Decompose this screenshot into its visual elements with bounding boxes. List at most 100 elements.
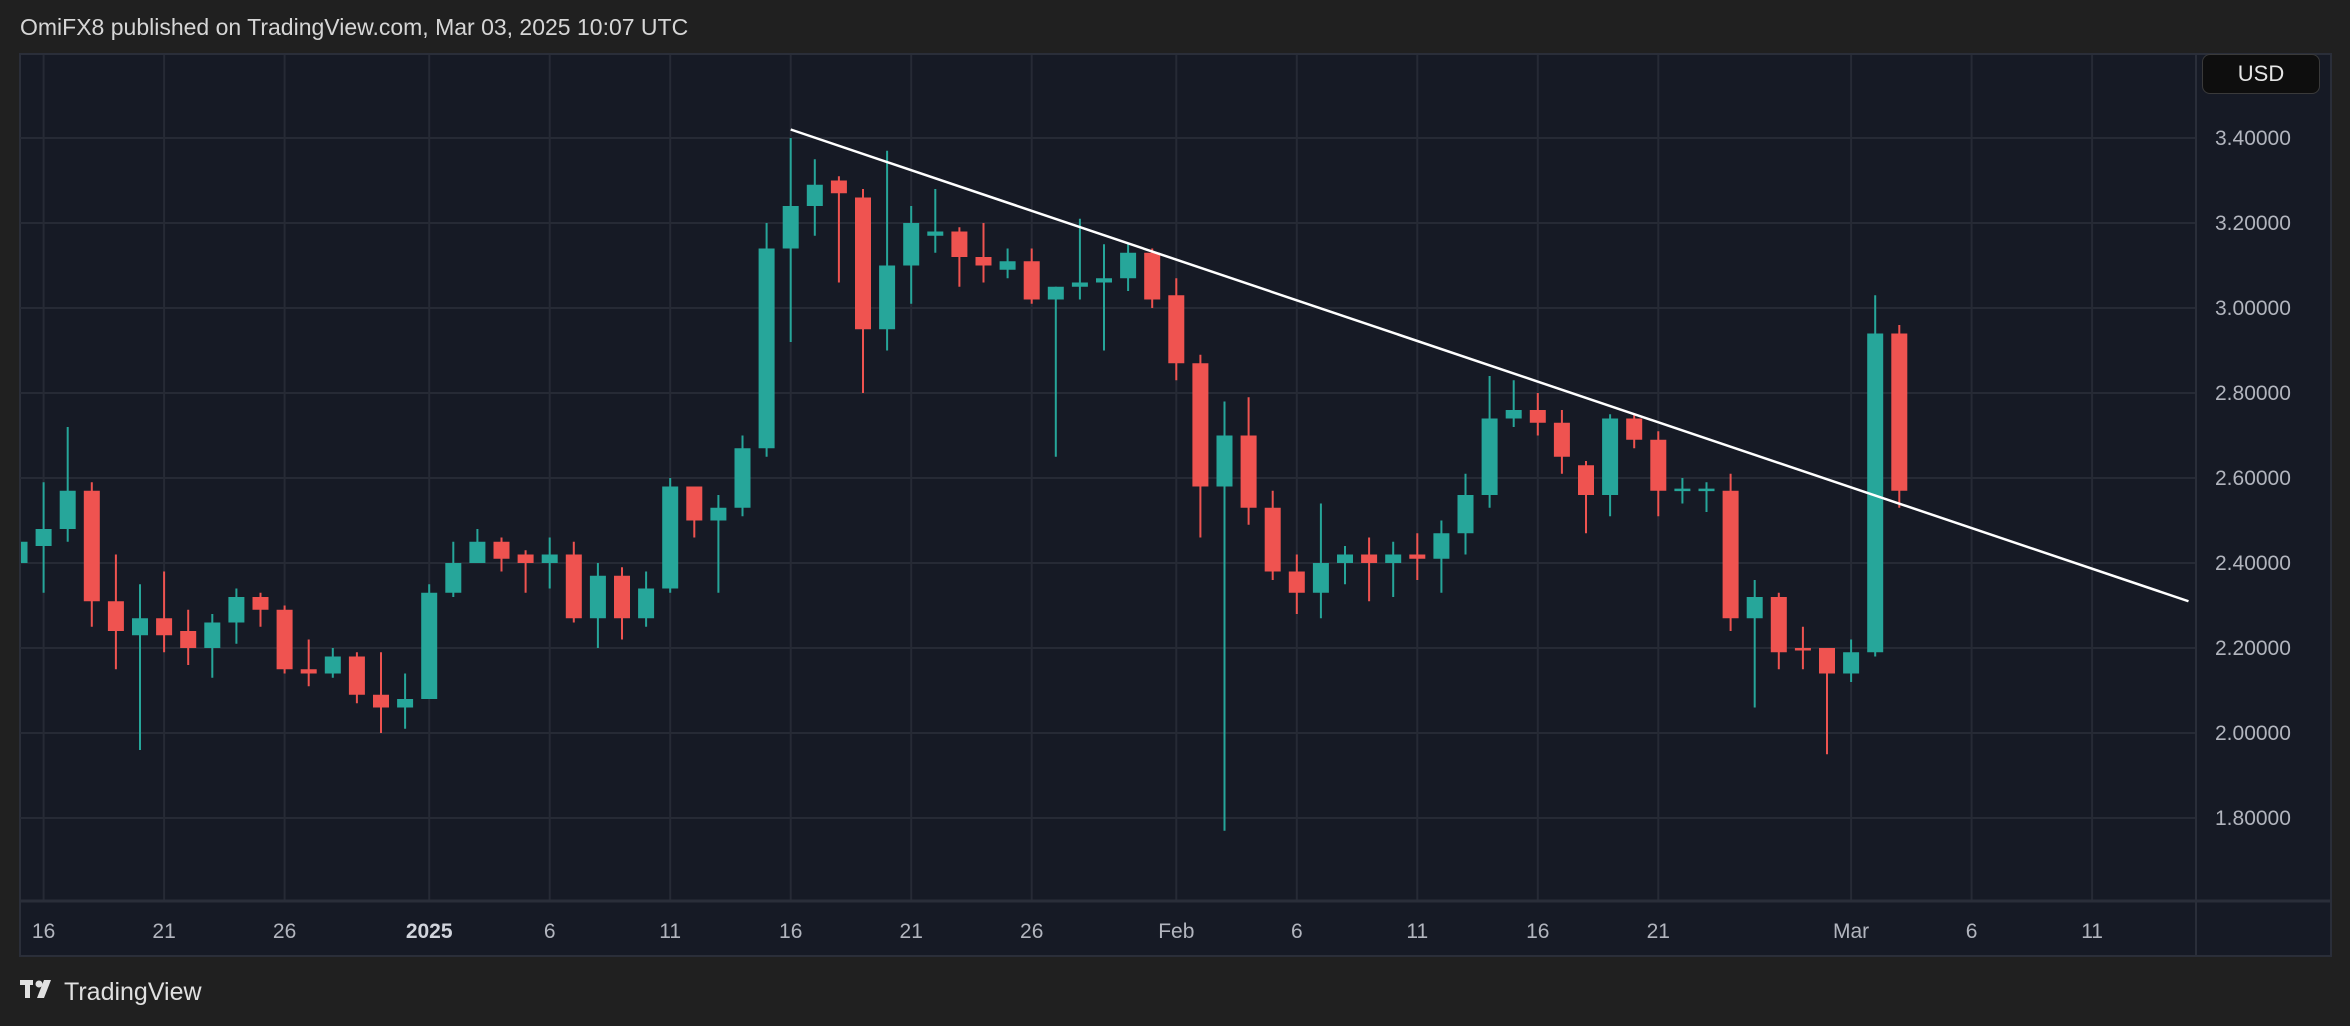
candle-bearish	[1240, 397, 1257, 525]
candle-body	[397, 699, 414, 708]
tradingview-logo[interactable]: TradingView	[20, 978, 202, 1007]
candle-body	[469, 541, 486, 563]
candle-body	[1120, 252, 1137, 279]
candle-bearish	[1288, 554, 1305, 614]
candle-bullish	[662, 478, 679, 593]
time-tick-label: 6	[1966, 920, 1978, 943]
candle-body	[1746, 597, 1763, 619]
candle-bullish	[397, 673, 414, 729]
candle-bullish	[806, 159, 823, 236]
candle-bullish	[927, 189, 944, 253]
candle-body	[1216, 435, 1233, 487]
candle-body	[782, 206, 799, 249]
candle-bearish	[1626, 414, 1643, 449]
candle-bearish	[1264, 490, 1281, 580]
candle-body	[975, 257, 992, 266]
candle-bearish	[83, 482, 100, 627]
price-axis[interactable]: 3.40000 3.20000 3.00000 2.80000 2.60000 2.400…	[2215, 127, 2291, 830]
candle-bullish	[1457, 473, 1474, 555]
candle-body	[662, 486, 679, 589]
candle-bearish	[565, 541, 582, 623]
candle-body	[1698, 488, 1715, 492]
candle-body	[1385, 554, 1402, 563]
candle-body	[589, 575, 606, 619]
currency-button[interactable]: USD	[2202, 54, 2320, 94]
candle-body	[734, 448, 751, 508]
candle-bullish	[421, 584, 438, 699]
candle-bearish	[1722, 473, 1739, 631]
candle-body	[348, 656, 365, 695]
candle-bearish	[180, 609, 197, 665]
price-tick-label: 1.80000	[2215, 807, 2291, 830]
candle-body	[1144, 252, 1161, 300]
candle-bullish	[1746, 580, 1763, 708]
price-tick-label: 2.20000	[2215, 637, 2291, 660]
candle-body	[21, 541, 28, 563]
time-axis[interactable]: 16 21 26 2025 6 11 16 21 26 Feb 6 11 16 21 Mar 6 11	[32, 920, 2103, 943]
candle-body	[324, 656, 341, 674]
candle-bullish	[638, 571, 655, 627]
candle-bullish	[1096, 244, 1112, 351]
candle-body	[1794, 648, 1811, 651]
tradingview-logo-text: TradingView	[64, 978, 202, 1006]
candle-body	[1312, 563, 1329, 593]
candle-body	[686, 486, 703, 521]
candle-bullish	[1602, 414, 1619, 517]
candle-body	[951, 231, 968, 257]
candle-body	[1071, 282, 1088, 287]
candle-bearish	[1529, 393, 1546, 436]
candle-bearish	[1168, 278, 1185, 381]
candle-body	[300, 669, 317, 674]
candle-body	[1722, 490, 1739, 619]
candle-bearish	[975, 223, 992, 283]
candle-bullish	[589, 563, 606, 648]
candle-bearish	[348, 652, 365, 704]
time-tick-label: 26	[1020, 920, 1043, 943]
candle-body	[156, 618, 173, 636]
candle-bearish	[1819, 648, 1835, 755]
candle-body	[903, 223, 920, 266]
candle-body	[1192, 363, 1209, 487]
trendline-layer	[790, 128, 2189, 603]
candle-body	[830, 180, 847, 194]
time-tick-label: 16	[779, 920, 802, 943]
time-tick-label: 21	[152, 920, 175, 943]
candle-body	[132, 618, 148, 636]
time-tick-label: 21	[1647, 920, 1670, 943]
candle-bullish	[1312, 503, 1329, 619]
candle-body	[1023, 261, 1040, 300]
trendline[interactable]	[790, 128, 2189, 603]
candle-bullish	[59, 427, 76, 542]
candle-body	[493, 541, 510, 559]
candle-bearish	[300, 639, 317, 687]
candle-bullish	[1337, 546, 1353, 585]
price-tick-label: 3.20000	[2215, 212, 2291, 235]
candle-bearish	[686, 486, 703, 538]
grid	[20, 55, 2196, 900]
candle-body	[180, 631, 197, 648]
candle-body	[1891, 333, 1908, 491]
price-tick-label: 3.00000	[2215, 297, 2291, 320]
candle-body	[1409, 554, 1426, 559]
candle-bearish	[493, 537, 510, 572]
price-tick-label: 3.40000	[2215, 127, 2291, 150]
candle-bullish	[1505, 380, 1522, 427]
candle-body	[83, 490, 100, 602]
candle-bearish	[1361, 537, 1378, 602]
candle-body	[228, 597, 245, 623]
candle-body	[710, 507, 727, 521]
candle-bearish	[1891, 325, 1908, 508]
candle-bearish	[1144, 248, 1161, 308]
candle-bullish	[1120, 244, 1137, 291]
candle-bearish	[1770, 592, 1787, 670]
candle-bullish	[469, 529, 486, 563]
candle-bullish	[1481, 376, 1498, 508]
candle-bearish	[1650, 431, 1667, 517]
candle-bearish	[107, 554, 124, 670]
candle-bullish	[734, 435, 751, 517]
candle-body	[252, 597, 269, 610]
candle-body	[1843, 652, 1860, 674]
candle-body	[1433, 533, 1450, 559]
candle-body	[1288, 571, 1305, 593]
